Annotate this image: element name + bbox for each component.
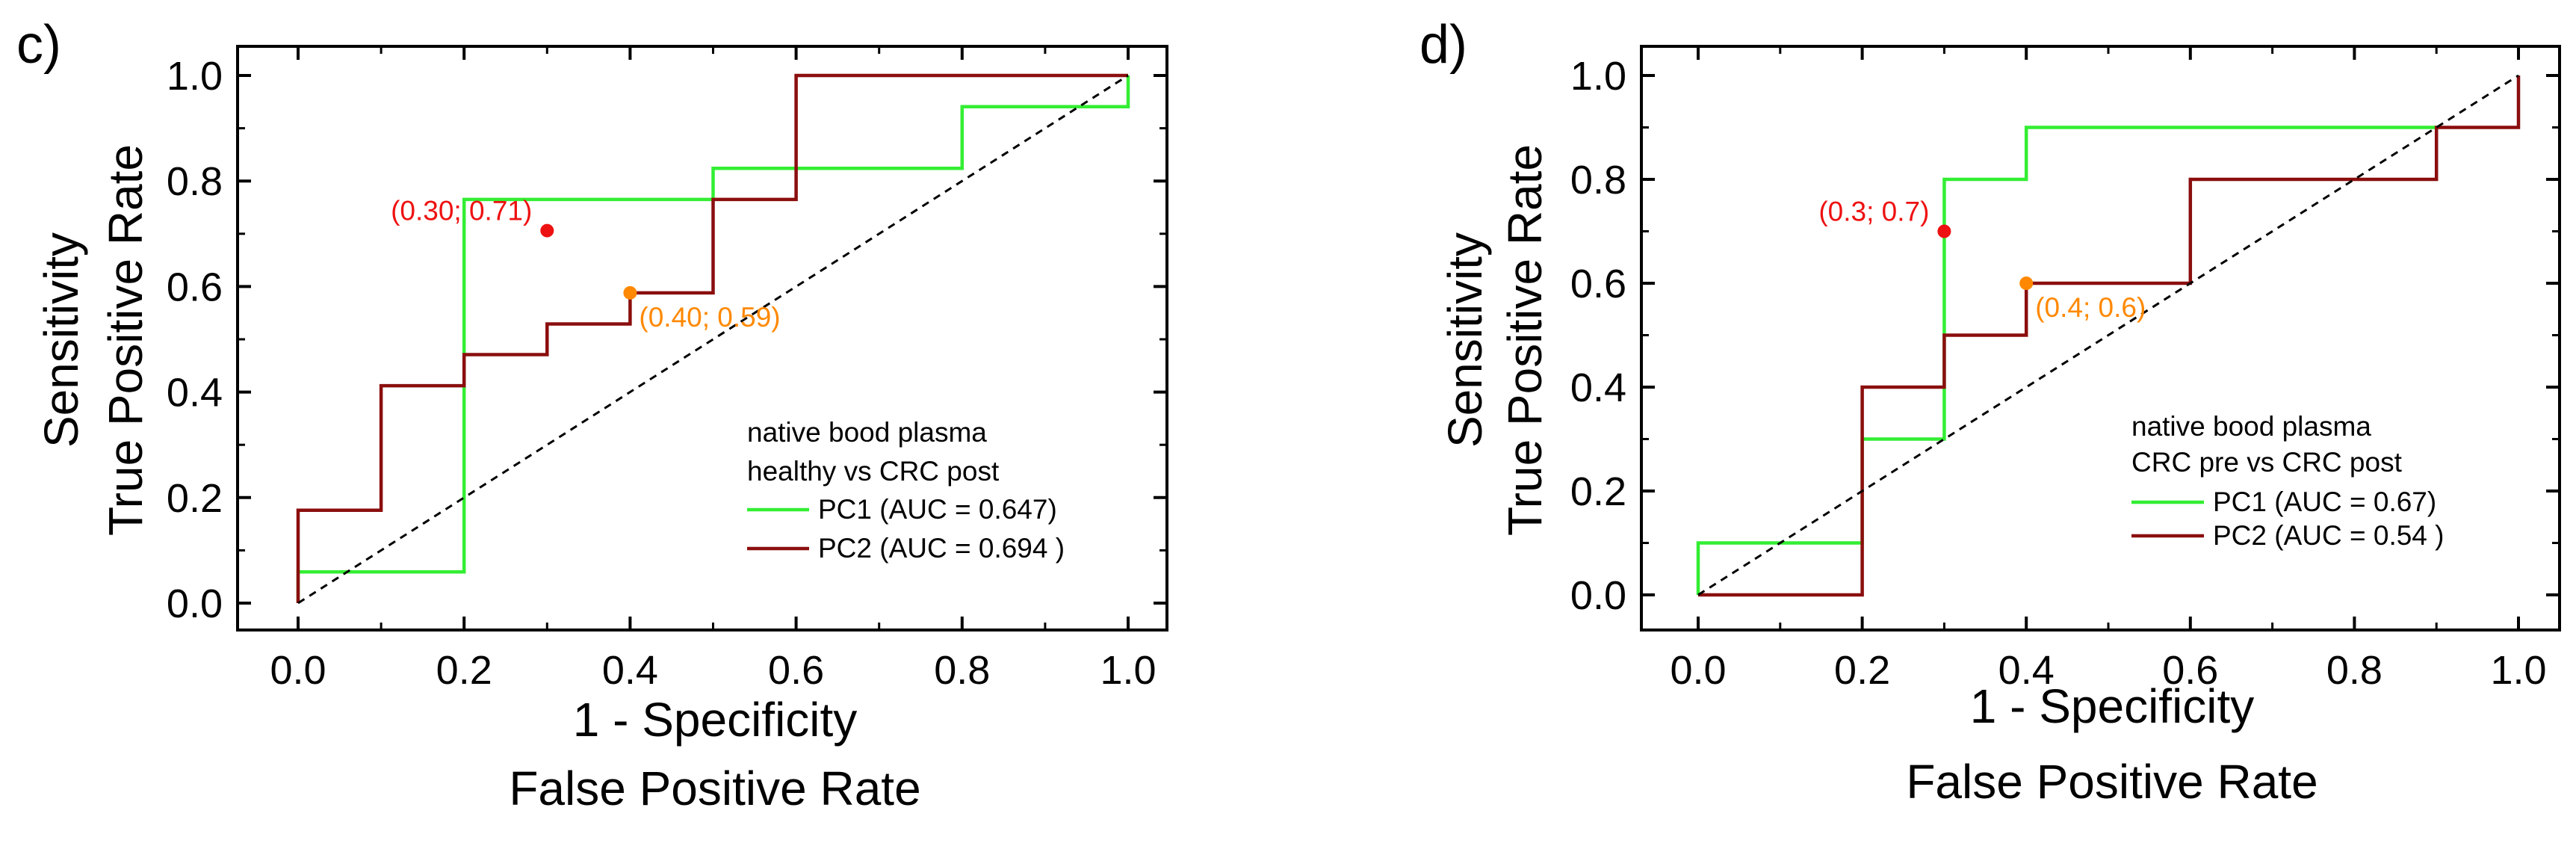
x-tick-label: 1.0 — [2490, 648, 2546, 693]
x-tick-label: 0.4 — [1998, 648, 2055, 693]
legend-subtitle: CRC pre vs CRC post — [2131, 447, 2403, 478]
x-axis-title: 1 - Specificity — [1970, 679, 2255, 733]
x-tick-label: 0.0 — [1670, 648, 1726, 693]
x-tick-label: 0.8 — [934, 648, 990, 693]
x-tick-label: 0.6 — [2162, 648, 2218, 693]
legend-title: native bood plasma — [2131, 411, 2371, 442]
x-tick-label: 0.2 — [436, 648, 492, 693]
cutoff-point-label: (0.30; 0.71) — [391, 196, 532, 226]
y-tick-label: 0.0 — [1570, 573, 1626, 618]
y-tick-label: 0.8 — [1570, 158, 1626, 203]
x-tick-label: 0.4 — [602, 648, 658, 693]
series-line-pc1 — [1696, 126, 2437, 595]
legend-label-pc2: PC2 (AUC = 0.694 ) — [818, 533, 1065, 563]
y-tick-label: 0.4 — [167, 371, 223, 416]
cutoff-point-marker — [623, 285, 637, 300]
x-axis-subtitle: False Positive Rate — [509, 762, 920, 815]
y-tick-label: 0.4 — [1570, 365, 1626, 410]
cutoff-point-marker — [1937, 224, 1951, 238]
y-tick-label: 0.6 — [167, 265, 223, 309]
panel-label: c) — [16, 15, 61, 75]
y-tick-label: 0.2 — [1570, 469, 1626, 514]
y-tick-label: 1.0 — [1570, 54, 1626, 99]
cutoff-point-label: (0.4; 0.6) — [2035, 292, 2146, 323]
x-tick-label: 0.0 — [270, 648, 326, 693]
chance-diagonal-line — [297, 74, 1129, 605]
y-axis-title: Sensitivity — [34, 232, 88, 448]
legend-label-pc1: PC1 (AUC = 0.647) — [818, 494, 1057, 525]
legend-subtitle: healthy vs CRC post — [747, 456, 1000, 487]
cutoff-point-label: (0.3; 0.7) — [1818, 197, 1929, 227]
legend-label-pc1: PC1 (AUC = 0.67) — [2213, 487, 2436, 517]
x-tick-label: 0.6 — [768, 648, 824, 693]
cutoff-point-marker — [540, 223, 554, 238]
y-tick-label: 0.8 — [167, 159, 223, 204]
cutoff-point-marker — [2019, 277, 2034, 290]
cutoff-point-label: (0.40; 0.59) — [639, 302, 780, 333]
y-axis-subtitle: True Positive Rate — [99, 144, 152, 536]
x-axis-subtitle: False Positive Rate — [1906, 755, 2318, 809]
panel-label: d) — [1419, 15, 1467, 75]
chance-diagonal-line — [1697, 74, 2519, 596]
y-tick-label: 1.0 — [167, 54, 223, 99]
plot-frame — [1640, 45, 2561, 632]
roc-panel-c: 0.0 0.2 0.4 0.6 0.8 1.0 0.0 0.2 0.4 0.6 0.8 1.0 c) 1 … — [16, 15, 1168, 815]
y-tick-label: 0.0 — [167, 581, 223, 626]
roc-panel-d: 0.0 0.2 0.4 0.6 0.8 1.0 0.0 0.2 0.4 0.6 0.8 1.0 d) 1 … — [1419, 15, 2561, 809]
legend-title: native bood plasma — [747, 417, 987, 448]
legend-label-pc2: PC2 (AUC = 0.54 ) — [2213, 520, 2444, 551]
x-tick-label: 1.0 — [1100, 648, 1156, 693]
y-axis-subtitle: True Positive Rate — [1498, 144, 1552, 536]
x-axis-title: 1 - Specificity — [573, 693, 858, 747]
y-tick-label: 0.2 — [167, 476, 223, 521]
y-tick-label: 0.6 — [1570, 262, 1626, 306]
y-axis-title: Sensitivity — [1438, 232, 1492, 448]
series-line-pc2 — [296, 73, 1128, 603]
x-tick-label: 0.2 — [1834, 648, 1890, 693]
x-tick-label: 0.8 — [2326, 648, 2383, 693]
